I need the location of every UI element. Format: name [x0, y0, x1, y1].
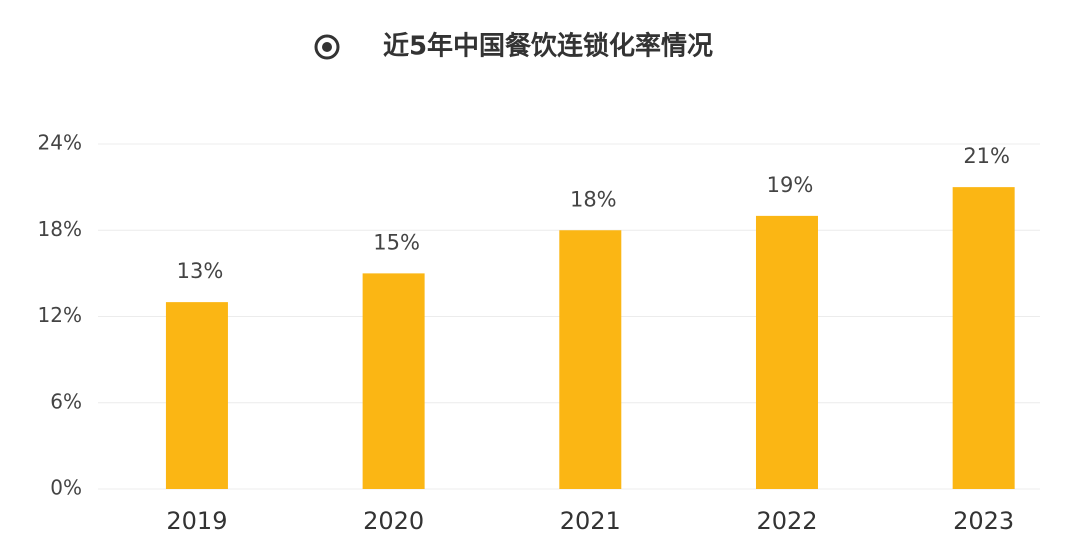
- title-icon: [314, 34, 340, 60]
- bar: [362, 273, 425, 489]
- y-tick-label: 0%: [50, 476, 82, 500]
- chart-title: 近5年中国餐饮连锁化率情况: [383, 31, 713, 62]
- y-tick-label: 12%: [38, 303, 82, 327]
- data-label: 18%: [570, 187, 617, 211]
- x-tick-label: 2021: [560, 507, 621, 535]
- data-label: 13%: [177, 259, 224, 283]
- y-tick-label: 18%: [38, 217, 82, 241]
- data-label: 15%: [373, 230, 420, 254]
- y-tick-label: 6%: [50, 389, 82, 413]
- title-icon-dot: [322, 42, 332, 52]
- data-label: 19%: [767, 173, 814, 197]
- x-tick-label: 2022: [756, 507, 817, 535]
- bar: [559, 230, 622, 489]
- x-tick-label: 2023: [953, 507, 1014, 535]
- bar: [952, 187, 1015, 489]
- bar: [165, 302, 228, 489]
- x-tick-label: 2020: [363, 507, 424, 535]
- bar: [755, 215, 818, 489]
- data-label: 21%: [963, 144, 1010, 168]
- y-tick-label: 24%: [38, 131, 82, 155]
- x-tick-label: 2019: [166, 507, 227, 535]
